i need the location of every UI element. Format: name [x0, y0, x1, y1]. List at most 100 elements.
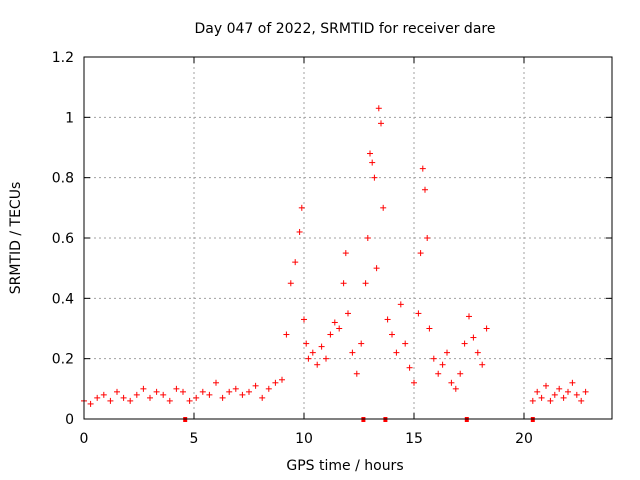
- data-point: [373, 265, 380, 272]
- data-point: [353, 370, 360, 377]
- data-point: [479, 361, 486, 368]
- data-point: [461, 340, 468, 347]
- data-point: [259, 394, 266, 401]
- y-axis: 0 0.2 0.4 0.6 0.8 1 1.2: [52, 50, 612, 428]
- data-point: [556, 385, 563, 392]
- y-tick-label: 0.2: [52, 352, 74, 368]
- data-point: [565, 388, 571, 395]
- data-point: [114, 388, 120, 395]
- data-point: [283, 331, 290, 338]
- data-point: [582, 388, 589, 395]
- data-point: [213, 379, 219, 386]
- data-point: [342, 250, 349, 257]
- data-point: [206, 391, 213, 398]
- x-axis: 0 5 10 15 20: [80, 57, 533, 447]
- data-point: [232, 385, 239, 392]
- data-point: [133, 391, 140, 398]
- data-point: [327, 331, 334, 338]
- data-point: [573, 391, 580, 398]
- data-point: [569, 379, 576, 386]
- data-point: [287, 280, 294, 287]
- data-point: [349, 349, 356, 356]
- data-point: [422, 186, 428, 193]
- data-point: [265, 385, 272, 392]
- data-point: [397, 301, 404, 308]
- data-point: [120, 394, 127, 401]
- y-tick-label: 0.6: [52, 231, 74, 247]
- data-point: [298, 204, 305, 211]
- data-point: [292, 259, 299, 266]
- data-point: [457, 370, 464, 377]
- data-point: [107, 397, 114, 404]
- data-point: [560, 394, 567, 401]
- data-point: [193, 394, 200, 401]
- data-point: [419, 165, 426, 172]
- data-point: [239, 391, 246, 398]
- data-point: [402, 340, 409, 347]
- x-tick-label: 15: [405, 431, 423, 447]
- data-point: [345, 310, 351, 317]
- data-point: [378, 120, 384, 127]
- y-tick-label: 0.8: [52, 171, 74, 187]
- data-point: [369, 159, 376, 166]
- data-point: [411, 379, 417, 386]
- data-point: [452, 385, 459, 392]
- chart-title: Day 047 of 2022, SRMTID for receiver dar…: [195, 21, 496, 37]
- x-tick-label: 5: [190, 431, 199, 447]
- data-point: [331, 319, 338, 326]
- data-point: [406, 364, 413, 371]
- data-point: [219, 394, 226, 401]
- data-point: [226, 388, 233, 395]
- data-point: [439, 361, 446, 368]
- data-point: [435, 370, 442, 377]
- data-point: [415, 310, 422, 317]
- data-point: [371, 174, 378, 181]
- data-point: [424, 235, 431, 241]
- data-point: [538, 394, 545, 401]
- y-axis-label: SRMTID / TECUs: [8, 182, 24, 295]
- data-point: [466, 313, 472, 320]
- data-point: [417, 250, 424, 257]
- x-tick-label: 10: [295, 431, 313, 447]
- data-point: [303, 340, 310, 347]
- data-point: [578, 397, 585, 404]
- data-point: [323, 355, 329, 362]
- data-point: [173, 385, 180, 392]
- x-tick-label: 20: [515, 431, 533, 447]
- data-point: [375, 105, 382, 112]
- data-point: [147, 394, 153, 401]
- data-point: [483, 325, 490, 332]
- data-point: [166, 397, 173, 404]
- data-point: [186, 397, 193, 404]
- data-point: [529, 397, 536, 404]
- x-axis-label: GPS time / hours: [286, 458, 403, 474]
- data-point: [180, 388, 186, 395]
- data-point: [534, 388, 541, 395]
- data-point: [448, 379, 455, 386]
- data-point: [305, 355, 312, 362]
- data-point: [160, 391, 167, 398]
- y-tick-label: 0: [65, 412, 74, 428]
- data-point: [380, 204, 387, 211]
- data-point: [100, 391, 107, 398]
- x-tick-label: 0: [80, 431, 89, 447]
- data-point: [543, 382, 549, 389]
- data-point: [384, 316, 391, 323]
- data-point: [199, 388, 206, 395]
- grid-lines: [84, 57, 612, 419]
- data-point: [87, 400, 94, 407]
- data-point: [393, 349, 400, 356]
- data-point: [470, 334, 477, 341]
- data-point: [362, 280, 369, 287]
- data-point: [547, 397, 554, 404]
- data-point: [364, 235, 371, 241]
- data-point: [426, 325, 433, 332]
- data-point: [246, 388, 252, 395]
- data-point: [367, 150, 373, 157]
- data-point: [153, 388, 160, 395]
- data-point: [301, 316, 307, 323]
- data-point: [474, 349, 481, 356]
